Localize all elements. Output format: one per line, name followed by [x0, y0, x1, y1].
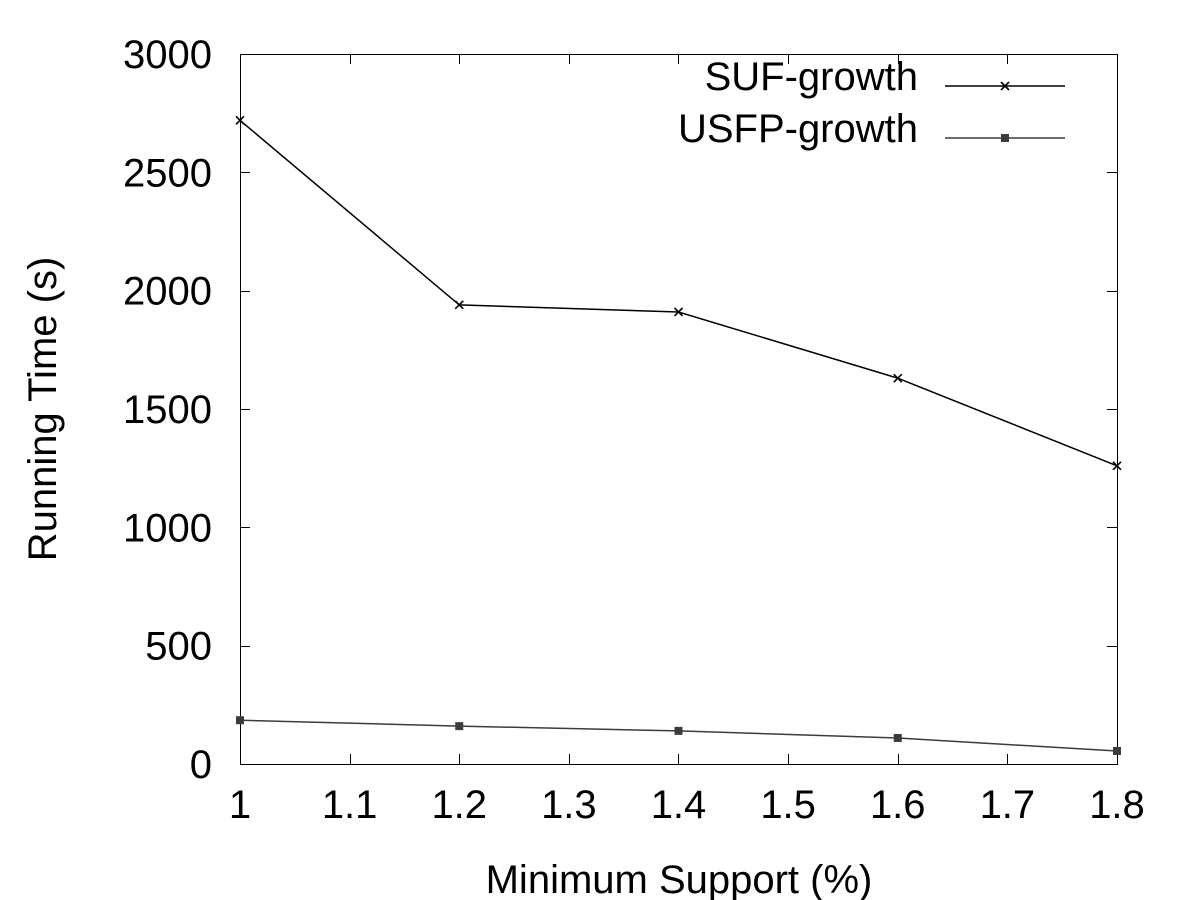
x-tick-label: 1.6 — [870, 783, 926, 827]
y-tick-labels: 0 500 1000 1500 2000 2500 3000 — [123, 33, 212, 787]
y-tick-label: 1000 — [123, 506, 212, 550]
data-point — [1113, 746, 1121, 755]
marker-stroke — [1112, 461, 1122, 471]
y-axis-title: Running Time (s) — [21, 257, 65, 562]
data-point — [236, 716, 244, 725]
series-line — [239, 119, 1118, 467]
x-tick-label: 1.8 — [1089, 783, 1145, 827]
data-point — [674, 726, 683, 735]
x-tick-label: 1.1 — [322, 783, 378, 827]
data-point — [455, 722, 464, 731]
series-layer — [235, 115, 1122, 755]
x-tick-label: 1.3 — [541, 783, 597, 827]
legend-label: USFP-growth — [678, 107, 918, 151]
x-tick-label: 1.2 — [431, 783, 487, 827]
legend-marker — [1001, 134, 1009, 142]
marker-stroke — [893, 373, 903, 383]
marker-stroke — [673, 307, 684, 317]
data-point — [1112, 461, 1122, 471]
plot-frame — [240, 54, 1118, 765]
y-tick-label: 2500 — [123, 151, 212, 195]
data-point — [893, 373, 903, 383]
x-tick-label: 1.7 — [980, 783, 1036, 827]
data-point — [235, 115, 245, 125]
x-axis-title: Minimum Support (%) — [486, 858, 873, 900]
legend: SUF-growth USFP-growth — [678, 55, 1065, 151]
data-point — [673, 307, 684, 317]
marker-stroke — [454, 300, 464, 310]
marker-stroke — [1000, 81, 1010, 91]
y-tick-label: 3000 — [123, 33, 212, 77]
series-usfp-growth — [236, 716, 1121, 755]
x-tick-label: 1 — [229, 783, 251, 827]
x-tick-label: 1.5 — [760, 783, 816, 827]
marker-stroke — [235, 115, 245, 125]
x-tick-labels: 1 1.1 1.2 1.3 1.4 1.5 1.6 1.7 1.8 — [229, 783, 1145, 827]
legend-marker — [1000, 81, 1010, 91]
series-line — [239, 719, 1118, 752]
data-point — [893, 733, 902, 742]
y-tick-label: 500 — [145, 625, 212, 669]
series-suf-growth — [235, 115, 1122, 471]
y-tick-label: 2000 — [123, 270, 212, 314]
axis-ticks — [240, 54, 1118, 765]
y-tick-label: 1500 — [123, 388, 212, 432]
y-tick-label: 0 — [190, 743, 212, 787]
data-point — [454, 300, 464, 310]
x-tick-label: 1.4 — [651, 783, 707, 827]
legend-label: SUF-growth — [705, 55, 918, 99]
